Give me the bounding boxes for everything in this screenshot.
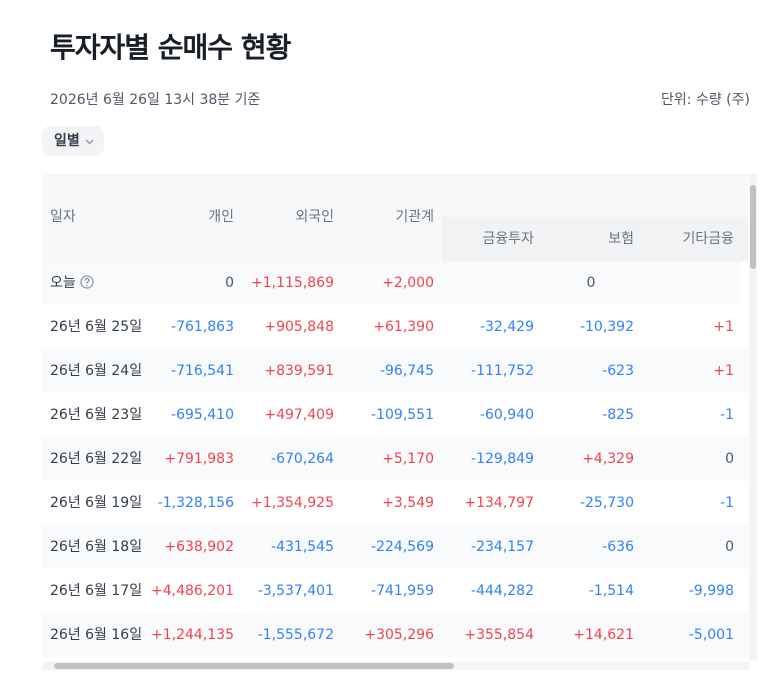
value-cell: -670,264 (271, 451, 334, 467)
date-cell: 26년 6월 24일 (50, 363, 143, 379)
value-cell: -1,555,672 (257, 627, 334, 643)
value-cell: -1 (720, 407, 734, 423)
column-header: 개인 (208, 209, 234, 225)
value-cell: -3,537,401 (257, 583, 334, 599)
value-cell: -234,157 (471, 539, 534, 555)
merged-cell: 0 (586, 275, 596, 291)
value-cell: +14,621 (573, 627, 634, 643)
group-column-header: 금융투자 (482, 231, 534, 247)
filter-label: 일별 (54, 133, 80, 149)
group-header-bg (442, 217, 748, 261)
value-cell: -129,849 (471, 451, 534, 467)
value-cell: +791,983 (164, 451, 234, 467)
column-header: 일자 (50, 209, 76, 225)
value-cell: 0 (725, 539, 734, 555)
row-bg (42, 437, 748, 481)
value-cell: -5,001 (688, 627, 734, 643)
value-cell: -1 (720, 495, 734, 511)
unit: 단위: 수량 (주) (661, 92, 750, 108)
value-cell: +1,115,869 (251, 275, 334, 291)
date-cell: 26년 6월 18일 (50, 539, 143, 555)
row-bg (42, 305, 748, 349)
row-bg (42, 349, 748, 393)
row-bg (42, 525, 748, 569)
value-cell: -9,998 (688, 583, 734, 599)
value-cell: +134,797 (464, 495, 534, 511)
value-cell: -431,545 (271, 539, 334, 555)
value-cell: 0 (725, 451, 734, 467)
value-cell: -825 (602, 407, 634, 423)
value-cell: +2,000 (382, 275, 434, 291)
h-scrollbar[interactable] (42, 662, 749, 670)
row-bg (42, 393, 748, 437)
date-cell: 26년 6월 22일 (50, 451, 143, 467)
value-cell: -695,410 (171, 407, 234, 423)
value-cell: +839,591 (264, 363, 334, 379)
value-cell: +355,854 (464, 627, 534, 643)
value-cell: -1,514 (588, 583, 634, 599)
column-header: 기관계 (395, 209, 434, 225)
value-cell: -636 (602, 539, 634, 555)
value-cell: +61,390 (373, 319, 434, 335)
filter-button[interactable]: 일별 (42, 126, 104, 156)
value-cell: +638,902 (164, 539, 234, 555)
value-cell: +1 (713, 363, 734, 379)
value-cell: +1,354,925 (251, 495, 334, 511)
value-cell: -96,745 (379, 363, 434, 379)
date-cell: 오늘 (50, 261, 94, 305)
group-column-header: 기타금융 (682, 231, 734, 247)
value-cell: +1 (713, 319, 734, 335)
column-header: 외국인 (295, 209, 334, 225)
value-cell: +4,329 (582, 451, 634, 467)
row-bg (42, 481, 748, 525)
value-cell: 0 (225, 275, 234, 291)
help-icon[interactable] (80, 275, 94, 289)
chevron (85, 139, 94, 145)
row-bg (42, 261, 740, 305)
row-bg (42, 613, 748, 657)
value-cell: -25,730 (579, 495, 634, 511)
date-cell: 26년 6월 19일 (50, 495, 143, 511)
title: 투자자별 순매수 현황 (50, 31, 291, 64)
value-cell: +4,486,201 (151, 583, 234, 599)
date-cell: 26년 6월 23일 (50, 407, 143, 423)
value-cell: -10,392 (579, 319, 634, 335)
value-cell: -1,328,156 (157, 495, 234, 511)
date-cell: 26년 6월 16일 (50, 627, 143, 643)
value-cell: -109,551 (371, 407, 434, 423)
h-scroll-thumb[interactable] (54, 663, 454, 669)
v-scrollbar[interactable] (749, 173, 757, 660)
value-cell: -741,959 (371, 583, 434, 599)
value-cell: -224,569 (371, 539, 434, 555)
value-cell: +305,296 (364, 627, 434, 643)
value-cell: -761,863 (171, 319, 234, 335)
value-cell: +497,409 (264, 407, 334, 423)
value-cell: -623 (602, 363, 634, 379)
row-bg (42, 569, 748, 613)
value-cell: +5,170 (382, 451, 434, 467)
value-cell: -32,429 (479, 319, 534, 335)
date-cell: 26년 6월 17일 (50, 583, 143, 599)
date-cell: 26년 6월 25일 (50, 319, 143, 335)
group-column-header: 보험 (608, 231, 634, 247)
value-cell: -444,282 (471, 583, 534, 599)
value-cell: +905,848 (264, 319, 334, 335)
value-cell: +1,244,135 (151, 627, 234, 643)
value-cell: -111,752 (471, 363, 534, 379)
value-cell: -716,541 (171, 363, 234, 379)
subtitle: 2026년 6월 26일 13시 38분 기준 (50, 92, 261, 108)
value-cell: +3,549 (382, 495, 434, 511)
value-cell: -60,940 (479, 407, 534, 423)
v-scroll-thumb[interactable] (750, 185, 756, 269)
